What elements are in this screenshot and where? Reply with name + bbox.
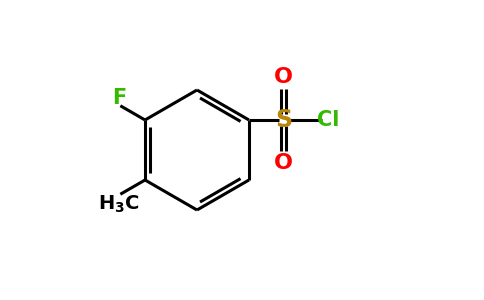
Text: $\mathregular{H_3C}$: $\mathregular{H_3C}$ — [98, 193, 140, 214]
Text: S: S — [275, 108, 292, 132]
Text: O: O — [274, 67, 293, 87]
Text: O: O — [274, 153, 293, 173]
Text: Cl: Cl — [318, 110, 340, 130]
Text: F: F — [112, 88, 126, 108]
